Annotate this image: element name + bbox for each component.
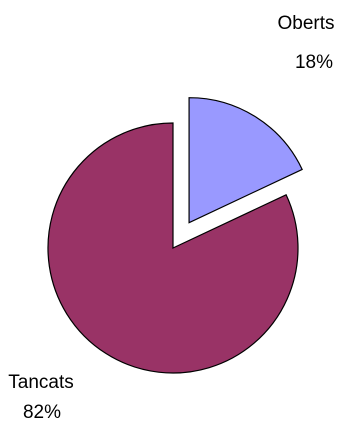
pie-slices (47, 97, 303, 374)
slice-label-oberts: Oberts (277, 13, 334, 34)
slice-percent-tancats: 82% (23, 402, 61, 423)
pie-slice-oberts (188, 97, 303, 224)
pie-slice-tancats (47, 122, 299, 374)
slice-percent-oberts: 18% (295, 52, 333, 73)
slice-label-tancats: Tancats (8, 372, 73, 393)
